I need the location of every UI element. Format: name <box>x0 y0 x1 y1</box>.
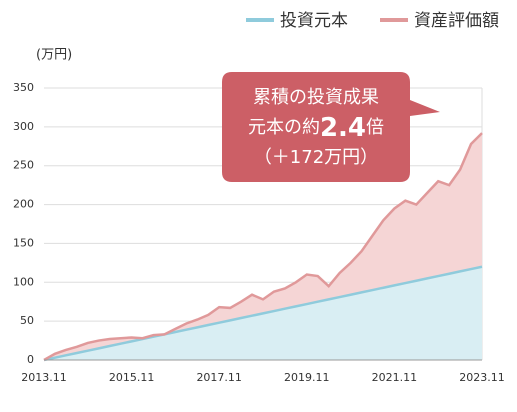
x-tick-label: 2021.11 <box>372 371 418 384</box>
y-tick-label: 0 <box>27 353 34 366</box>
x-tick-label: 2015.11 <box>109 371 155 384</box>
x-tick-label: 2013.11 <box>21 371 67 384</box>
callout-text: 倍 <box>366 117 384 138</box>
x-tick-label: 2019.11 <box>284 371 330 384</box>
y-tick-label: 300 <box>13 120 34 133</box>
y-tick-label: 50 <box>20 314 34 327</box>
series-line <box>43 265 483 362</box>
y-tick-label: 250 <box>13 159 34 172</box>
y-tick-label: 150 <box>13 236 34 249</box>
callout-text: （＋172万円） <box>254 147 378 168</box>
x-tick-label: 2017.11 <box>196 371 242 384</box>
y-tick-label: 200 <box>13 198 34 211</box>
callout-text: 累積の投資成果 <box>253 87 379 108</box>
y-tick-label: 350 <box>13 81 34 94</box>
y-axis-label: (万円) <box>36 48 72 63</box>
callout-text: 元本の約2.4倍 <box>248 113 384 143</box>
legend-label: 資産評価額 <box>414 11 499 31</box>
x-tick-label: 2023.11 <box>459 371 505 384</box>
callout-text: 元本の約 <box>248 117 320 138</box>
callout-emphasis: 2.4 <box>320 113 366 143</box>
callout-bubble <box>222 72 440 182</box>
series-line <box>43 132 483 362</box>
legend-label: 投資元本 <box>280 11 348 31</box>
y-tick-label: 100 <box>13 275 34 288</box>
